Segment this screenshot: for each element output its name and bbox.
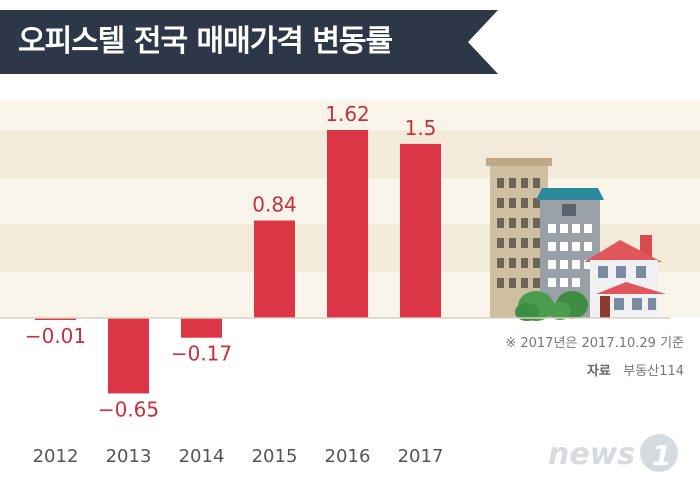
- news1-logo: news 1: [548, 434, 678, 472]
- value-label-2015: 0.84: [252, 193, 297, 217]
- source-value: 부동산114: [623, 364, 684, 379]
- value-label-2013: −0.65: [98, 397, 159, 421]
- x-tick-2012: 2012: [33, 446, 79, 467]
- svg-text:news: news: [548, 437, 635, 472]
- bar-2013: [108, 318, 149, 394]
- x-tick-2015: 2015: [252, 446, 298, 467]
- x-tick-2017: 2017: [398, 446, 444, 467]
- data-basis-note: ※ 2017년은 2017.10.29 기준: [505, 336, 684, 351]
- source-note: 자료 부동산114: [587, 360, 684, 379]
- page-title: 오피스텔 전국 매매가격 변동률: [18, 24, 393, 59]
- value-label-2012: −0.01: [25, 324, 86, 348]
- bar-2015: [254, 220, 295, 318]
- x-tick-2016: 2016: [325, 446, 371, 467]
- bar-series: [35, 130, 441, 394]
- value-label-2016: 1.62: [325, 102, 370, 126]
- buildings-illustration: [465, 158, 670, 321]
- source-label: 자료: [586, 364, 611, 379]
- x-tick-labels: 2012 2013 2014 2015 2016 2017: [33, 446, 444, 467]
- x-tick-2013: 2013: [106, 446, 152, 467]
- svg-text:1: 1: [652, 439, 671, 472]
- background-stripe: [0, 100, 700, 130]
- value-label-2017: 1.5: [405, 116, 437, 140]
- bar-2014: [181, 318, 222, 338]
- title-banner: [0, 10, 498, 74]
- bar-2017: [400, 143, 441, 318]
- x-tick-2014: 2014: [179, 446, 225, 467]
- bar-2012: [35, 318, 76, 320]
- value-labels: −0.01 −0.65 −0.17 0.84 1.62 1.5: [25, 102, 437, 421]
- bar-2016: [327, 130, 368, 318]
- value-label-2014: −0.17: [171, 342, 232, 366]
